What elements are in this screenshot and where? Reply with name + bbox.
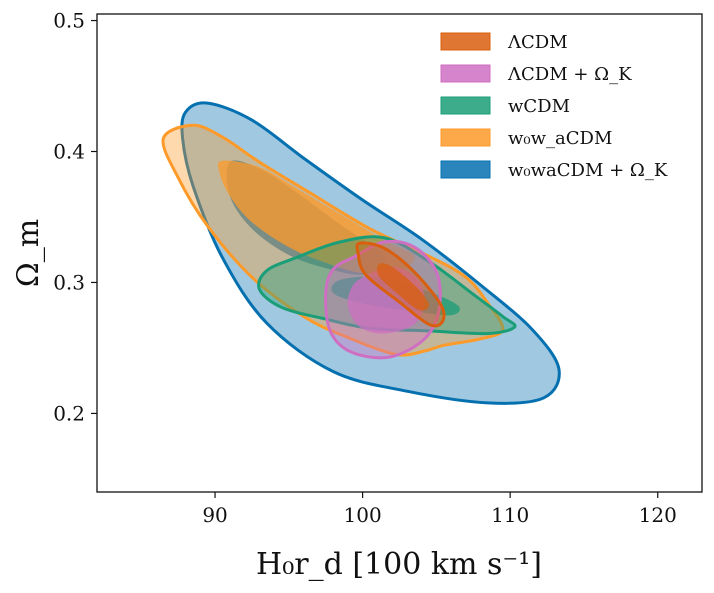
y-tick-label: 0.5 bbox=[53, 9, 85, 33]
legend-label-1: ΛCDM + Ω_K bbox=[507, 64, 632, 85]
series-0-inner-contour bbox=[376, 263, 430, 311]
legend-label-3: w₀w_aCDM bbox=[508, 128, 612, 149]
legend-label-2: wCDM bbox=[508, 96, 570, 117]
legend-swatch-0 bbox=[440, 32, 491, 51]
legend-label-4: w₀waCDM + Ω_K bbox=[508, 160, 668, 181]
y-tick-label: 0.4 bbox=[53, 140, 85, 164]
legend-swatch-1 bbox=[440, 64, 491, 83]
legend: ΛCDM ΛCDM + Ω_K wCDM w₀w_aCDM w₀waCDM + Ω_K bbox=[440, 32, 668, 181]
contour-layer bbox=[161, 101, 561, 405]
x-tick-label: 90 bbox=[202, 503, 227, 527]
y-axis-label: Ω_m bbox=[11, 219, 46, 287]
x-axis-label: H₀r_d [100 km s⁻¹] bbox=[256, 547, 542, 582]
legend-swatch-4 bbox=[440, 160, 491, 179]
x-axis: 90 100 110 120 bbox=[202, 492, 677, 527]
x-tick-label: 120 bbox=[639, 503, 677, 527]
y-tick-label: 0.3 bbox=[53, 270, 85, 294]
legend-swatch-2 bbox=[440, 96, 491, 115]
y-tick-label: 0.2 bbox=[53, 401, 85, 425]
series-3-inner-contour bbox=[217, 160, 415, 274]
y-axis: 0.2 0.3 0.4 0.5 bbox=[53, 9, 97, 425]
legend-label-0: ΛCDM bbox=[507, 32, 568, 53]
x-tick-label: 110 bbox=[491, 503, 529, 527]
plot-frame bbox=[96, 13, 703, 493]
x-tick-label: 100 bbox=[344, 503, 382, 527]
legend-swatch-3 bbox=[440, 128, 491, 147]
